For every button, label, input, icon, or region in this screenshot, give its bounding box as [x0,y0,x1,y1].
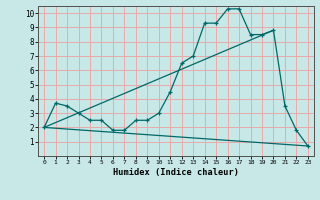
X-axis label: Humidex (Indice chaleur): Humidex (Indice chaleur) [113,168,239,177]
